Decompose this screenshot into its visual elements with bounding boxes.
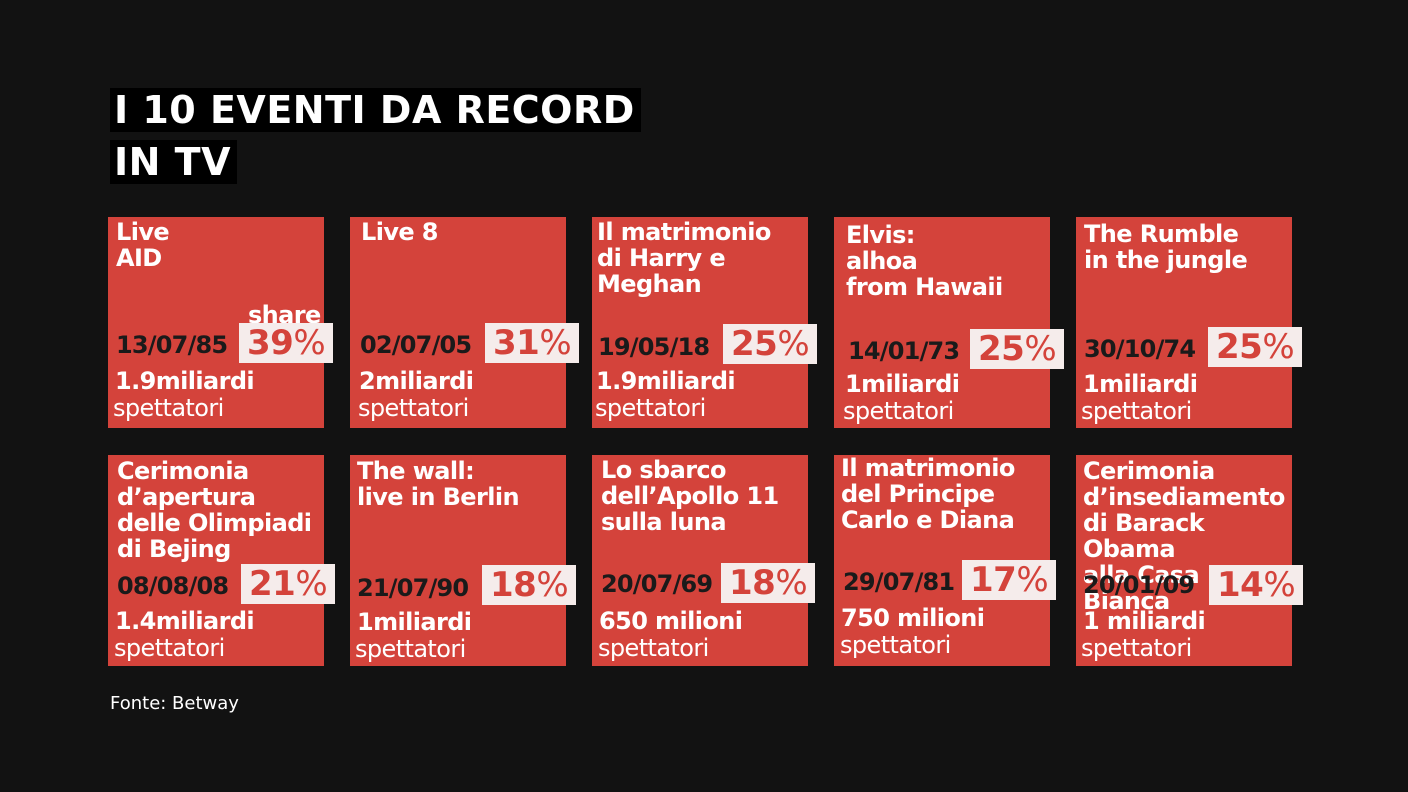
viewers-label: spettatori: [1081, 397, 1192, 425]
viewers-label: spettatori: [355, 635, 466, 663]
viewers-count: 1miliardi: [357, 608, 472, 636]
share-badge: 25%: [723, 324, 818, 364]
percent-sign: %: [295, 564, 328, 604]
share-value: 25: [978, 329, 1025, 369]
share-value: 31: [493, 323, 540, 363]
percent-sign: %: [536, 565, 569, 605]
share-value: 17: [970, 560, 1017, 600]
viewers-label: spettatori: [840, 631, 951, 659]
viewers-label: spettatori: [1081, 634, 1192, 662]
source-note: Fonte: Betway: [110, 693, 239, 714]
event-date: 29/07/81: [843, 568, 955, 596]
viewers-count: 1 miliardi: [1083, 607, 1206, 635]
title-line-1: I 10 EVENTI DA RECORD: [110, 88, 641, 132]
viewers-label: spettatori: [595, 394, 706, 422]
percent-sign: %: [293, 323, 326, 363]
event-card-elvis: Elvis: alhoa from Hawaii 14/01/73 25% 1m…: [834, 217, 1065, 428]
share-badge: 31%: [485, 323, 580, 363]
viewers-label: spettatori: [598, 634, 709, 662]
viewers-count: 1miliardi: [845, 370, 960, 398]
event-title: Live 8: [361, 218, 439, 246]
percent-sign: %: [1016, 560, 1049, 600]
event-date: 08/08/08: [117, 572, 229, 600]
event-card-carlo-diana: Il matrimonio del Principe Carlo e Diana…: [834, 454, 1057, 666]
event-date: 19/05/18: [598, 333, 710, 361]
percent-sign: %: [539, 323, 572, 363]
percent-sign: %: [777, 324, 810, 364]
share-badge: 17%: [962, 560, 1057, 600]
percent-sign: %: [1263, 565, 1296, 605]
title-line-2: IN TV: [110, 140, 238, 184]
event-date: 20/01/09: [1083, 571, 1195, 599]
share-badge: 14%: [1209, 565, 1304, 605]
event-card-live-aid: Live AID share 13/07/85 39% 1.9miliardi …: [108, 217, 334, 428]
viewers-label: spettatori: [843, 397, 954, 425]
percent-sign: %: [1024, 329, 1057, 369]
event-card-the-wall: The wall: live in Berlin 21/07/90 18% 1m…: [350, 455, 577, 666]
viewers-label: spettatori: [113, 394, 224, 422]
viewers-count: 650 milioni: [599, 607, 743, 635]
viewers-count: 1miliardi: [1083, 370, 1198, 398]
percent-sign: %: [775, 563, 808, 603]
viewers-count: 750 milioni: [841, 604, 985, 632]
share-badge: 18%: [721, 563, 816, 603]
event-title: Lo sbarco dell’Apollo 11 sulla luna: [601, 456, 779, 536]
event-title: The Rumble in the jungle: [1084, 220, 1248, 274]
event-title: Cerimonia d’insediamento di Barack Obama…: [1083, 457, 1285, 615]
viewers-count: 1.9miliardi: [596, 367, 736, 395]
event-date: 20/07/69: [601, 570, 713, 598]
event-card-apollo-11: Lo sbarco dell’Apollo 11 sulla luna 20/0…: [592, 455, 816, 666]
share-value: 14: [1217, 565, 1264, 605]
event-card-rumble-jungle: The Rumble in the jungle 30/10/74 25% 1m…: [1076, 217, 1303, 428]
event-title: Cerimonia d’apertura delle Olimpiadi di …: [117, 457, 312, 563]
viewers-label: spettatori: [358, 394, 469, 422]
event-title: Il matrimonio del Principe Carlo e Diana: [841, 454, 1015, 534]
event-date: 13/07/85: [116, 331, 228, 359]
share-badge: 25%: [970, 329, 1065, 369]
event-card-live-8: Live 8 02/07/05 31% 2miliardi spettatori: [350, 217, 580, 428]
event-date: 21/07/90: [357, 574, 469, 602]
share-value: 18: [490, 565, 537, 605]
share-value: 18: [729, 563, 776, 603]
share-value: 25: [731, 324, 778, 364]
share-badge: 25%: [1208, 327, 1303, 367]
event-card-obama: Cerimonia d’insediamento di Barack Obama…: [1076, 455, 1304, 666]
event-date: 14/01/73: [848, 337, 960, 365]
viewers-count: 2miliardi: [359, 367, 474, 395]
viewers-count: 1.9miliardi: [115, 367, 255, 395]
viewers-count: 1.4miliardi: [115, 607, 255, 635]
event-title: The wall: live in Berlin: [357, 457, 520, 511]
event-card-olimpiadi-bejing: Cerimonia d’apertura delle Olimpiadi di …: [108, 455, 336, 666]
event-title: Live AID: [116, 218, 170, 272]
event-title: Il matrimonio di Harry e Meghan: [597, 218, 771, 298]
event-title: Elvis: alhoa from Hawaii: [846, 221, 1003, 301]
event-date: 30/10/74: [1084, 335, 1196, 363]
viewers-label: spettatori: [114, 634, 225, 662]
event-card-harry-meghan: Il matrimonio di Harry e Meghan 19/05/18…: [592, 217, 818, 428]
share-value: 25: [1216, 327, 1263, 367]
event-date: 02/07/05: [360, 331, 472, 359]
share-badge: 39%: [239, 323, 334, 363]
share-value: 39: [247, 323, 294, 363]
share-badge: 21%: [241, 564, 336, 604]
share-value: 21: [249, 564, 296, 604]
share-badge: 18%: [482, 565, 577, 605]
percent-sign: %: [1262, 327, 1295, 367]
